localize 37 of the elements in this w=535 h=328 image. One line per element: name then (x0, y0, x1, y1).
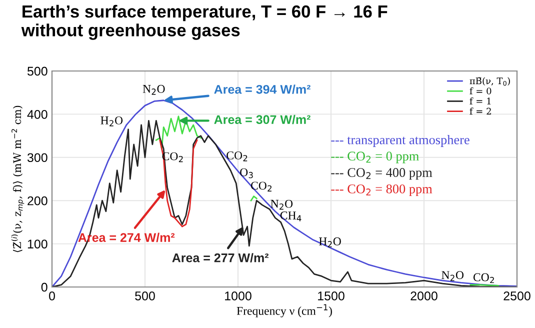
annotation: Area = 307 W/m² (214, 114, 310, 124)
annotation: CO$_{2}$ (226, 151, 248, 162)
chart-title: Earth’s surface temperature, T = 60 F → 16 F without greenhouse gases (21, 4, 388, 40)
legend-label: f = 2 (470, 108, 491, 114)
annotation: --- transparent atmosphere (331, 135, 470, 147)
annotation: H$_{2}$O (100, 116, 123, 126)
x-axis-title: Frequency ν (cm$^{−1}$) (236, 304, 332, 318)
line-series (159, 139, 198, 228)
y-tick-label: 200 (28, 196, 48, 206)
annotation: CH$_{4}$ (280, 212, 302, 222)
x-tick-label: 2000 (410, 291, 438, 300)
legend-label: πB̃(ν, T$_{0}$) (470, 77, 510, 86)
x-tick-label: 500 (135, 291, 155, 300)
annotation: N$_{2}$O (442, 271, 464, 281)
annotation: O$_{3}$ (240, 168, 253, 178)
x-tick-label: 2500 (504, 291, 530, 300)
y-tick-label: 100 (28, 240, 48, 248)
y-axis-title: ⟨Z̃$^{(i)}$(ν, z$_{mp}$, f)⟩ (mW m$^{−2}$ cm) (11, 106, 24, 252)
x-tick-label: 0 (49, 291, 55, 300)
annotation: H$_{2}$O (319, 237, 341, 248)
y-tick-label: 400 (27, 110, 48, 119)
annotation: --- CO$_{2}$ = 800 ppm (331, 184, 432, 196)
annotation: N$_{2}$O (270, 200, 293, 210)
annotation: N$_{2}$O (142, 84, 165, 95)
legend-label: f = 1 (470, 98, 491, 104)
annotation: Area = 277 W/m² (172, 253, 269, 262)
annotation: CO$_{2}$ (473, 273, 494, 284)
x-tick-label: 1500 (318, 291, 344, 300)
x-tick-label: 1000 (225, 291, 252, 300)
y-tick-label: 500 (27, 66, 48, 76)
legend-label: f = 0 (470, 87, 492, 94)
annotation: CO$_{2}$ (251, 182, 272, 192)
annotation: --- CO$_{2}$ = 400 ppm (331, 168, 432, 180)
y-tick-label: 0 (41, 282, 48, 292)
y-tick-label: 300 (27, 153, 48, 162)
annotation: Area = 394 W/m² (214, 84, 310, 94)
annotation: --- CO$_{2}$ = 0 ppm (331, 152, 419, 164)
